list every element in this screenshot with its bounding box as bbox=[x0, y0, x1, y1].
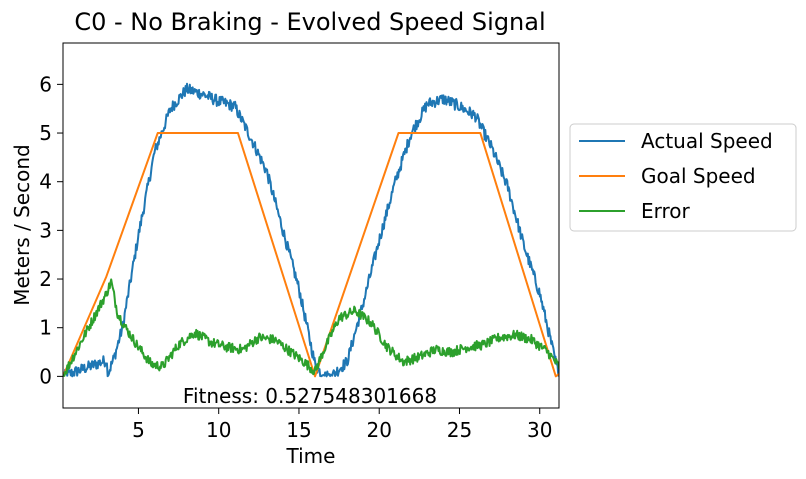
error-line bbox=[63, 278, 559, 377]
y-tick-label: 4 bbox=[39, 170, 52, 194]
x-tick-label: 25 bbox=[447, 418, 472, 442]
series-layer bbox=[63, 82, 559, 378]
y-axis-ticks: 0 1 2 3 4 5 6 bbox=[39, 72, 63, 388]
goal-speed-line bbox=[63, 132, 559, 378]
legend-entry: Error bbox=[641, 199, 691, 223]
x-axis-label: Time bbox=[286, 444, 336, 468]
legend-entry: Actual Speed bbox=[641, 129, 773, 153]
y-axis-label: Meters / Second bbox=[10, 144, 34, 305]
legend: Actual Speed Goal Speed Error bbox=[569, 123, 797, 232]
y-tick-label: 5 bbox=[39, 121, 52, 145]
y-tick-label: 1 bbox=[39, 316, 52, 340]
plot-frame bbox=[62, 42, 560, 409]
x-tick-label: 5 bbox=[132, 418, 145, 442]
y-tick-label: 3 bbox=[39, 218, 52, 242]
legend-entry: Goal Speed bbox=[641, 164, 756, 188]
x-axis-ticks: 5 10 15 20 25 30 bbox=[132, 408, 552, 442]
chart-title: C0 - No Braking - Evolved Speed Signal bbox=[74, 8, 545, 36]
y-tick-label: 0 bbox=[39, 364, 52, 388]
y-tick-label: 2 bbox=[39, 267, 52, 291]
y-tick-label: 6 bbox=[39, 72, 52, 96]
x-tick-label: 30 bbox=[527, 418, 552, 442]
x-tick-label: 20 bbox=[366, 418, 391, 442]
x-tick-label: 10 bbox=[206, 418, 231, 442]
fitness-annotation: Fitness: 0.527548301668 bbox=[183, 384, 437, 408]
actual-speed-line bbox=[63, 82, 559, 378]
x-tick-label: 15 bbox=[286, 418, 311, 442]
legend-box bbox=[569, 123, 797, 232]
